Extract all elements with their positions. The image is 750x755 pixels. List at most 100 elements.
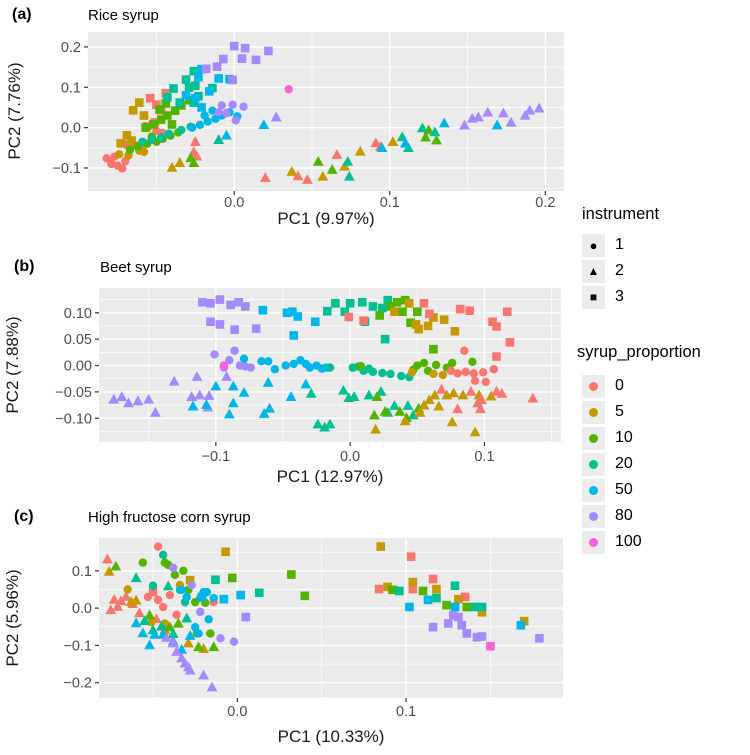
data-point	[241, 302, 250, 311]
data-point	[436, 383, 447, 394]
data-point	[241, 612, 251, 622]
data-point	[379, 405, 391, 416]
svg-text:0.0: 0.0	[72, 601, 92, 617]
data-point	[407, 368, 417, 377]
data-point	[470, 602, 480, 612]
legend-item-syrup-0: 0	[582, 373, 642, 399]
data-point	[505, 116, 517, 127]
data-point	[170, 570, 180, 580]
data-point	[108, 393, 120, 404]
legend-item-instrument-1: ● 1	[582, 232, 624, 258]
data-point	[155, 105, 164, 114]
svg-text:0.0: 0.0	[227, 704, 247, 720]
data-point	[258, 119, 270, 130]
data-point	[450, 581, 460, 591]
data-point	[340, 307, 350, 317]
data-point	[123, 397, 134, 408]
data-point	[325, 363, 335, 372]
data-point	[450, 326, 460, 336]
data-point	[187, 580, 196, 590]
data-point	[492, 352, 501, 361]
legend-key	[582, 452, 605, 476]
legend-item-instrument-2: ▲ 2	[582, 258, 624, 284]
color-dot-icon	[589, 485, 598, 495]
data-point	[221, 371, 232, 381]
data-point	[475, 403, 486, 414]
data-point	[150, 406, 161, 417]
panel-b: −0.1 0.0 0.1 0.10 0.05 0.00 −0.05 −0.10	[55, 288, 561, 465]
data-point	[411, 320, 421, 329]
color-dot-icon	[589, 407, 598, 417]
data-point	[476, 394, 488, 405]
legend-key: ▲	[582, 259, 605, 283]
data-point	[305, 363, 315, 372]
data-point	[156, 620, 167, 631]
data-point	[394, 405, 406, 416]
data-point	[439, 315, 449, 324]
data-point	[375, 311, 384, 320]
data-point	[293, 312, 303, 321]
data-point	[201, 64, 211, 74]
data-point	[378, 303, 387, 313]
data-point	[162, 580, 174, 591]
data-point	[357, 297, 367, 307]
data-point	[174, 157, 186, 167]
data-point	[258, 408, 270, 418]
data-point	[477, 632, 487, 641]
legend-item-syrup-50: 50	[582, 477, 642, 503]
data-point	[270, 111, 282, 122]
data-point	[342, 155, 354, 166]
data-point	[516, 620, 526, 630]
data-point	[442, 600, 451, 610]
data-point	[488, 317, 497, 327]
data-point	[491, 119, 503, 130]
data-point	[406, 318, 415, 328]
data-point	[194, 389, 206, 400]
data-point	[230, 346, 239, 355]
data-point	[423, 595, 433, 605]
data-point	[454, 594, 463, 604]
data-point	[406, 552, 416, 561]
data-point	[209, 593, 218, 603]
data-point	[206, 317, 215, 327]
data-point	[219, 54, 228, 64]
square-icon: ■	[589, 290, 598, 304]
data-point	[221, 547, 230, 557]
data-point	[423, 394, 435, 405]
data-point	[134, 607, 145, 618]
data-point	[205, 87, 214, 96]
svg-text:0.2: 0.2	[535, 195, 555, 211]
data-point	[214, 74, 223, 83]
legend-label: 0	[615, 377, 624, 394]
data-point	[386, 369, 395, 379]
data-point	[414, 406, 426, 417]
data-point	[184, 630, 196, 640]
data-point	[179, 566, 188, 576]
data-point	[460, 592, 470, 602]
data-point	[118, 164, 127, 173]
data-point	[153, 542, 163, 551]
data-point	[324, 418, 336, 429]
data-point	[234, 297, 243, 307]
data-point	[169, 563, 178, 573]
data-point	[148, 587, 158, 597]
svg-text:−0.1: −0.1	[63, 638, 92, 654]
data-point	[182, 592, 191, 602]
data-point	[469, 426, 481, 437]
data-point	[259, 172, 271, 182]
data-point	[368, 367, 378, 377]
data-point	[319, 421, 331, 432]
legend-key	[582, 530, 605, 554]
data-point	[482, 106, 494, 117]
data-point	[194, 629, 203, 638]
legend-item-syrup-80: 80	[582, 503, 642, 529]
legend-key: ●	[582, 233, 605, 257]
svg-text:−0.10: −0.10	[55, 411, 92, 427]
data-point	[450, 602, 460, 612]
data-point	[477, 602, 487, 612]
data-point	[198, 669, 210, 680]
svg-text:0.00: 0.00	[64, 359, 92, 375]
data-point	[312, 418, 324, 429]
data-point	[203, 390, 215, 400]
data-point	[206, 298, 215, 308]
